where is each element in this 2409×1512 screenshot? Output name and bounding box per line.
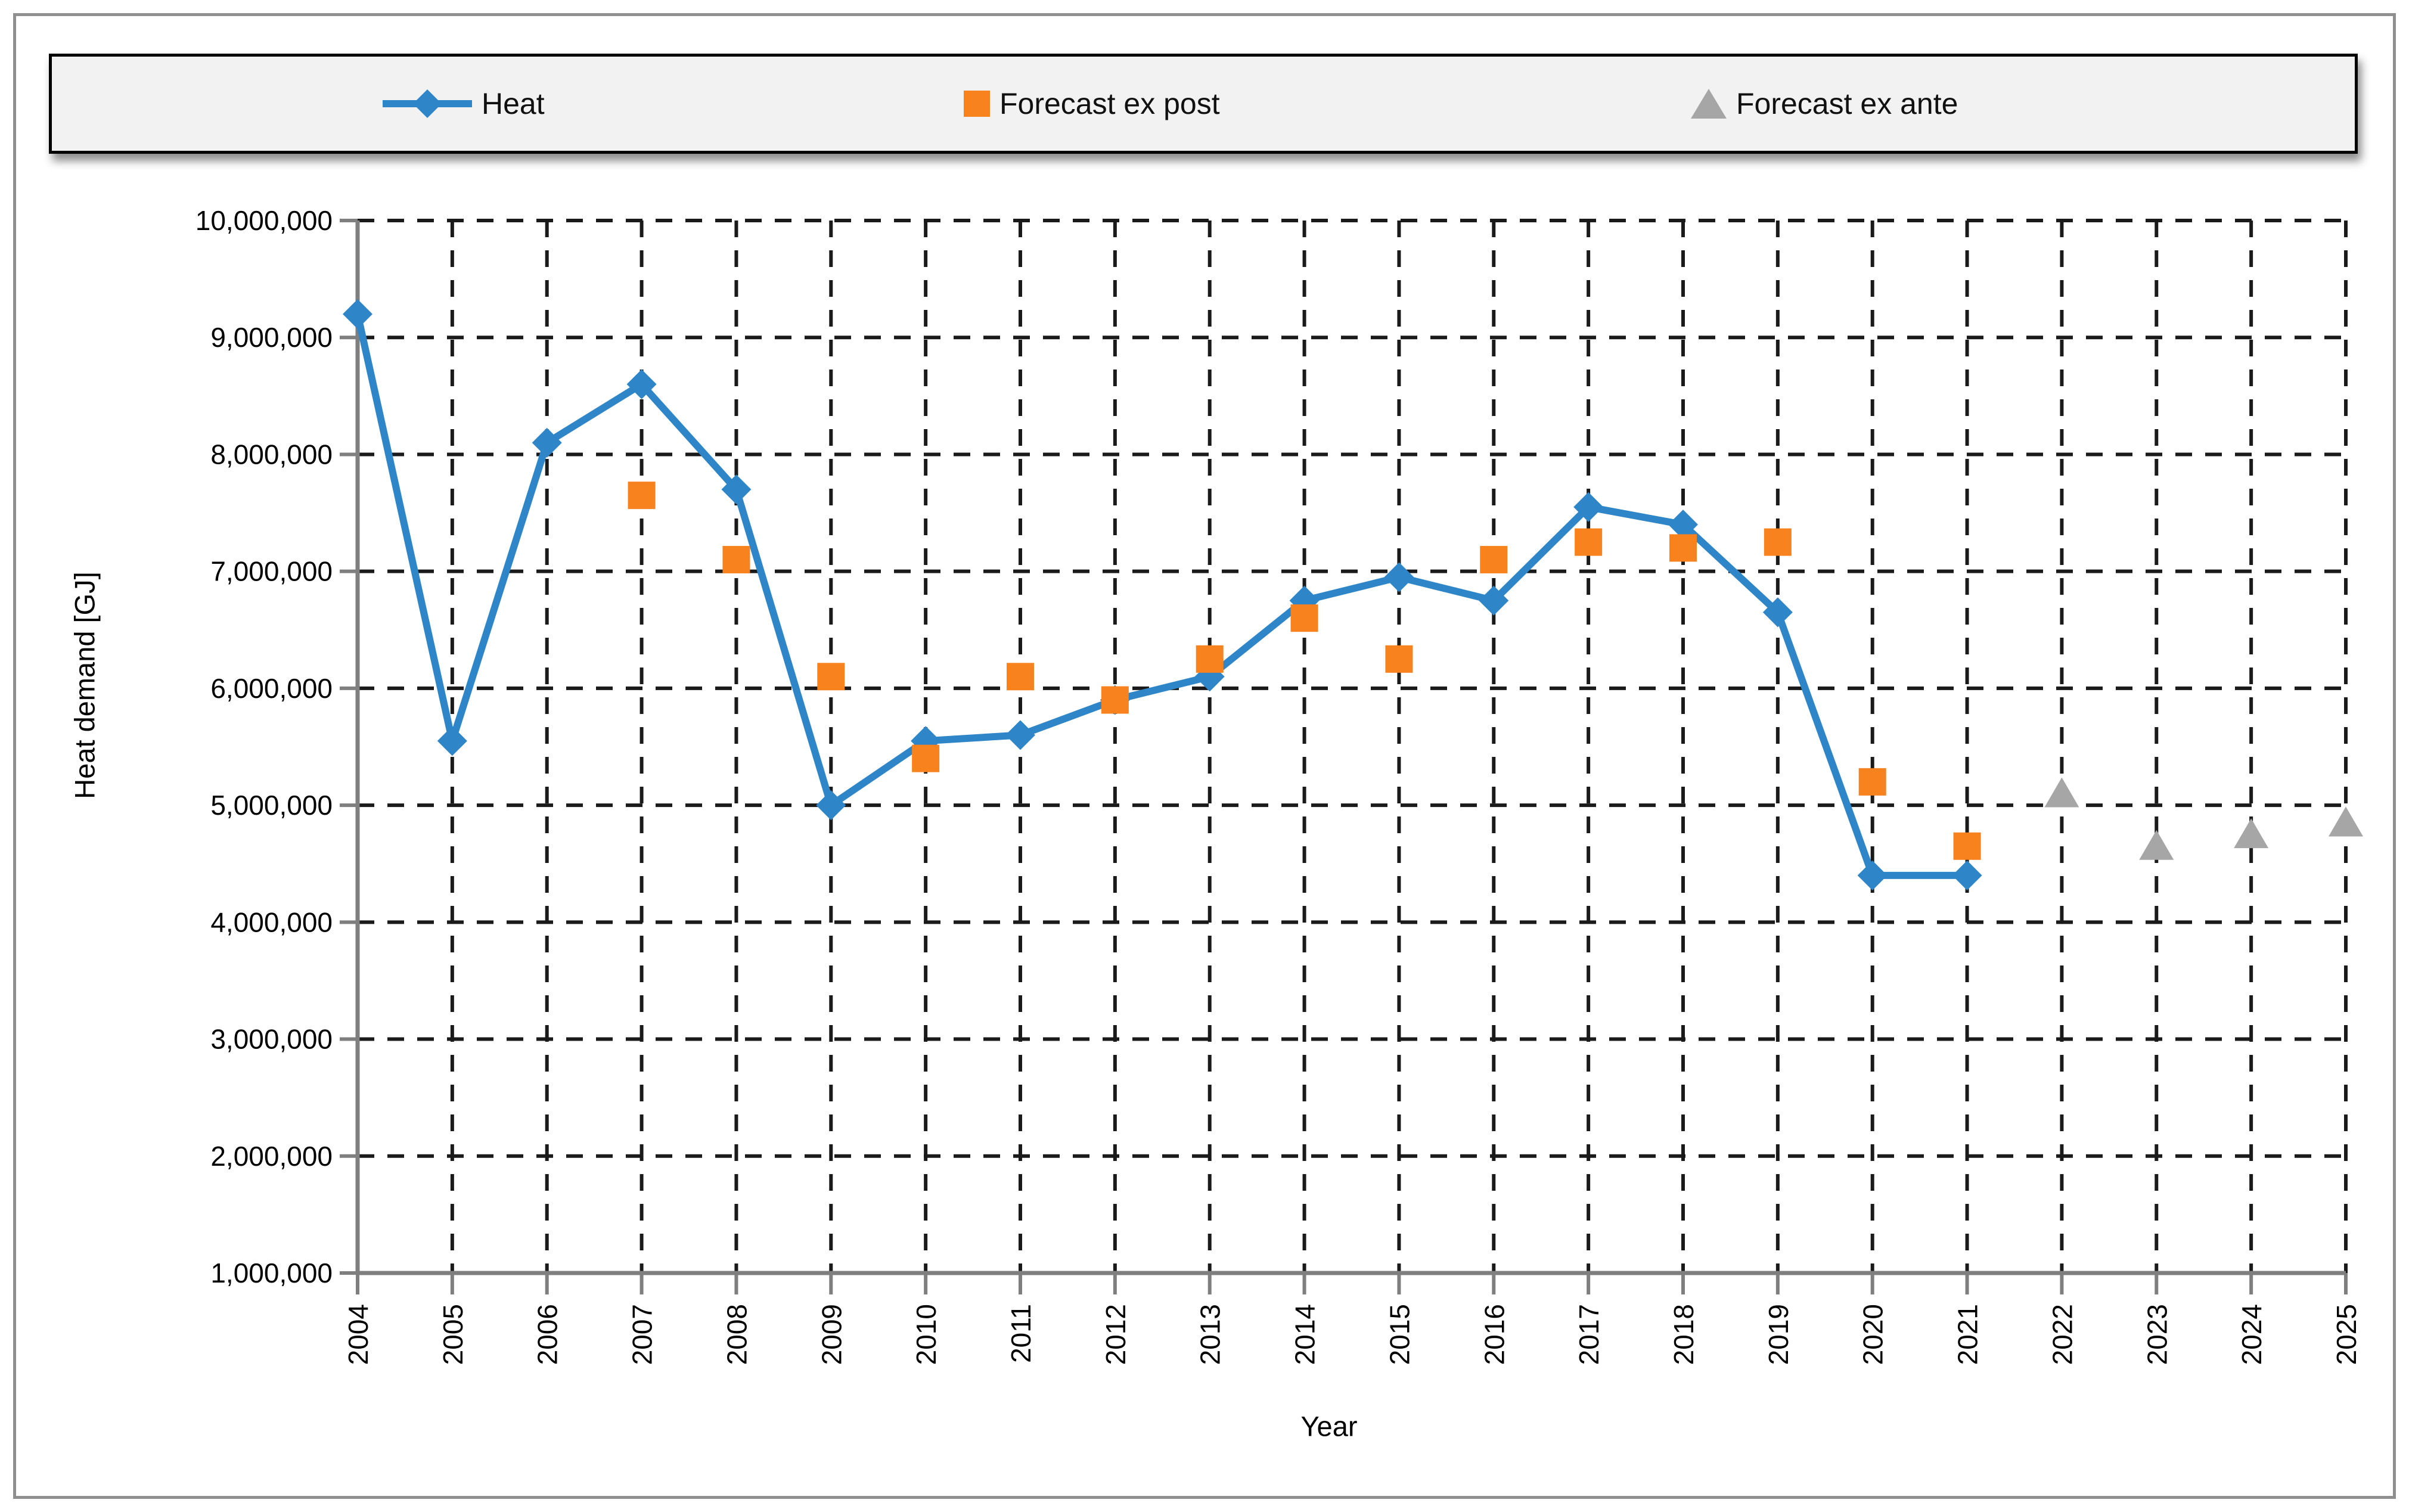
legend-item-forecast-ex-post: Forecast ex post [964,86,1220,121]
x-tick-label: 2012 [1100,1304,1131,1365]
heat-diamond-marker [1857,860,1888,890]
y-tick-label: 1,000,000 [210,1258,333,1289]
chart-outer-border [13,13,2396,1499]
forecast-ex-post-square-marker [1669,534,1697,562]
forecast-ex-ante-triangle-marker [2234,818,2269,849]
heat-diamond-marker [721,474,752,505]
legend: Heat Forecast ex post Forecast ex ante [49,54,2358,154]
forecast-ex-ante-triangle-marker [2139,830,2174,860]
forecast-ex-post-square-marker [912,744,940,772]
y-tick-label: 8,000,000 [210,439,333,470]
y-tick-label: 2,000,000 [210,1141,333,1172]
square-icon [964,91,990,117]
heat-line [354,313,1967,879]
forecast-ex-post-square-marker [1007,663,1034,691]
x-tick-label: 2017 [1573,1304,1604,1365]
forecast-ex-ante-triangle-marker [2329,806,2363,837]
x-tick-label: 2023 [2141,1304,2172,1365]
legend-label-heat: Heat [482,87,545,120]
legend-label-forecast-ex-ante: Forecast ex ante [1736,87,1958,120]
x-tick-label: 2011 [1005,1304,1036,1363]
forecast-ex-ante-triangle-marker [2044,777,2079,808]
heat-diamond-marker [1668,510,1698,540]
forecast-ex-post-square-marker [1480,546,1508,574]
x-tick-label: 2022 [2047,1304,2078,1365]
x-tick-label: 2015 [1384,1304,1415,1365]
heat-diamond-marker [626,369,657,399]
y-tick-label: 6,000,000 [210,673,333,704]
heat-diamond-marker [1573,492,1604,522]
forecast-ex-post-square-marker [1196,645,1224,673]
heat-diamond-marker [1384,562,1414,592]
x-tick-label: 2006 [532,1304,563,1365]
x-tick-label: 2018 [1668,1304,1699,1365]
y-tick-label: 3,000,000 [210,1024,333,1055]
x-tick-label: 2010 [911,1304,942,1365]
y-tick-label: 10,000,000 [195,205,333,236]
x-tick-label: 2021 [1952,1304,1983,1365]
forecast-ex-post-square-marker [1858,768,1886,796]
heat-diamond-marker [437,726,467,756]
heat-diamond-marker [816,790,846,821]
legend-item-heat: Heat [383,86,545,121]
y-tick-label: 9,000,000 [210,322,333,353]
forecast-ex-post-square-marker [1101,686,1129,714]
heat-diamond-marker [1762,597,1793,628]
x-tick-label: 2004 [343,1304,374,1365]
x-tick-label: 2013 [1195,1304,1226,1365]
y-tick-label: 5,000,000 [210,790,333,821]
heat-diamond-marker [1479,585,1509,616]
forecast-ex-post-square-marker [628,482,656,510]
heat-diamond-marker [1005,720,1035,750]
x-tick-label: 2005 [437,1304,468,1365]
x-tick-label: 2007 [627,1304,658,1365]
x-tick-label: 2020 [1858,1304,1889,1365]
forecast-ex-post-square-marker [1385,645,1413,673]
triangle-icon [1691,89,1727,119]
forecast-ex-post-square-marker [1575,528,1603,556]
heat-diamond-marker [1952,860,1982,890]
heat-line-diamond-icon [383,89,472,119]
forecast-ex-post-square-marker [1953,832,1981,860]
heat-diamond-marker [532,427,562,458]
x-tick-label: 2014 [1290,1304,1321,1365]
x-tick-label: 2008 [721,1304,752,1365]
y-tick-label: 4,000,000 [210,906,333,937]
forecast-ex-post-square-marker [1764,528,1792,556]
x-tick-label: 2024 [2236,1304,2267,1365]
forecast-ex-post-square-marker [722,546,750,574]
x-tick-label: 2025 [2331,1304,2362,1365]
legend-item-forecast-ex-ante: Forecast ex ante [1691,86,1958,121]
x-axis-title: Year [1300,1410,1358,1442]
x-tick-label: 2019 [1763,1304,1794,1365]
heat-diamond-marker [343,299,372,329]
y-axis-title: Heat demand [GJ] [69,572,101,799]
forecast-ex-post-square-marker [817,663,845,691]
y-tick-label: 7,000,000 [210,556,333,587]
forecast-ex-post-square-marker [1290,604,1318,632]
legend-label-forecast-ex-post: Forecast ex post [999,87,1220,120]
x-tick-label: 2009 [816,1304,847,1365]
x-tick-label: 2016 [1479,1304,1510,1365]
